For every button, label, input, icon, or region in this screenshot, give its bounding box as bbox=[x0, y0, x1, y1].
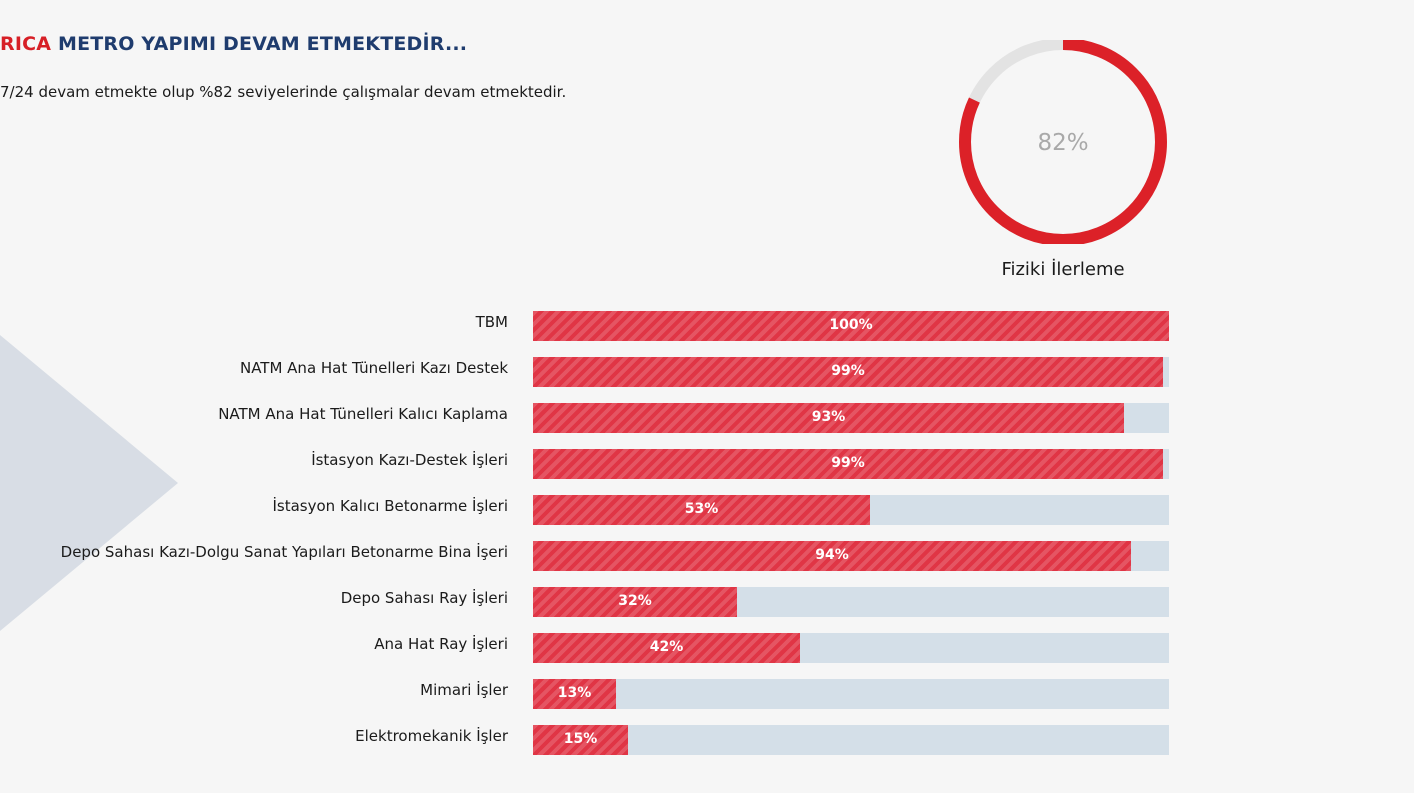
bar-value-label: 94% bbox=[815, 547, 849, 563]
bar-track: 42% bbox=[533, 633, 1169, 663]
progress-ring-value-label: 82% bbox=[1037, 130, 1088, 156]
bar-value-label: 100% bbox=[829, 317, 873, 333]
bar-value-label: 93% bbox=[811, 409, 846, 425]
bar-value-label: 42% bbox=[649, 639, 684, 655]
bar-fill bbox=[533, 587, 737, 617]
bar-value-label: 32% bbox=[618, 593, 652, 609]
bar-fill bbox=[533, 633, 800, 663]
bar-category-label: Ana Hat Ray İşleri bbox=[374, 635, 508, 653]
bar-row: Ana Hat Ray İşleri 42% bbox=[0, 633, 1414, 663]
bar-row: TBM 100% bbox=[0, 311, 1414, 341]
title-main: METRO YAPIMI DEVAM ETMEKTEDİR... bbox=[57, 33, 468, 55]
bar-category-label: İstasyon Kazı-Destek İşleri bbox=[311, 451, 508, 469]
bar-category-label: Elektromekanik İşler bbox=[355, 727, 508, 745]
bar-category-label: Depo Sahası Kazı-Dolgu Sanat Yapıları Be… bbox=[60, 543, 508, 561]
background-triangle-shape bbox=[0, 335, 178, 631]
bar-category-label: Mimari İşler bbox=[420, 681, 508, 699]
bar-track: 93% bbox=[533, 403, 1169, 433]
bar-fill bbox=[533, 449, 1163, 479]
bar-category-label: NATM Ana Hat Tünelleri Kazı Destek bbox=[239, 359, 508, 377]
bar-row: İstasyon Kazı-Destek İşleri 99% bbox=[0, 449, 1414, 479]
bar-fill bbox=[533, 403, 1124, 433]
bar-value-label: 99% bbox=[831, 363, 865, 379]
bar-value-label: 53% bbox=[684, 501, 719, 517]
bar-track: 94% bbox=[533, 541, 1169, 571]
bar-row: NATM Ana Hat Tünelleri Kalıcı Kaplama 93% bbox=[0, 403, 1414, 433]
bar-fill bbox=[533, 357, 1163, 387]
bar-row: Depo Sahası Kazı-Dolgu Sanat Yapıları Be… bbox=[0, 541, 1414, 571]
bar-category-label: TBM bbox=[475, 313, 508, 331]
bar-track: 99% bbox=[533, 449, 1169, 479]
bar-value-label: 99% bbox=[831, 455, 865, 471]
bar-track: 32% bbox=[533, 587, 1169, 617]
bar-value-label: 15% bbox=[563, 731, 598, 747]
bar-category-label: NATM Ana Hat Tünelleri Kalıcı Kaplama bbox=[218, 405, 508, 423]
page-subtitle: 7/24 devam etmekte olup %82 seviyelerind… bbox=[0, 83, 567, 101]
bar-fill bbox=[533, 495, 870, 525]
bar-row: Elektromekanik İşler 15% bbox=[0, 725, 1414, 755]
bar-row: Depo Sahası Ray İşleri 32% bbox=[0, 587, 1414, 617]
bar-row: Mimari İşler 13% bbox=[0, 679, 1414, 709]
bar-track: 100% bbox=[533, 311, 1169, 341]
bar-track: 53% bbox=[533, 495, 1169, 525]
progress-ring-fill bbox=[959, 40, 1167, 244]
bar-fill bbox=[533, 541, 1131, 571]
bar-row: İstasyon Kalıcı Betonarme İşleri 53% bbox=[0, 495, 1414, 525]
bar-category-label: İstasyon Kalıcı Betonarme İşleri bbox=[272, 497, 509, 515]
page-title: RICA METRO YAPIMI DEVAM ETMEKTEDİR... bbox=[0, 33, 467, 55]
progress-ring-caption: Fiziki İlerleme bbox=[1001, 259, 1125, 280]
bar-value-label: 13% bbox=[557, 685, 592, 701]
title-accent: RICA bbox=[0, 33, 52, 55]
bar-category-label: Depo Sahası Ray İşleri bbox=[340, 589, 508, 607]
bar-track: 15% bbox=[533, 725, 1169, 755]
progress-ring-chart: 82% bbox=[959, 40, 1167, 244]
bar-fill bbox=[533, 725, 628, 755]
bar-track: 99% bbox=[533, 357, 1169, 387]
bar-track: 13% bbox=[533, 679, 1169, 709]
bar-row: NATM Ana Hat Tünelleri Kazı Destek 99% bbox=[0, 357, 1414, 387]
bar-fill bbox=[533, 311, 1169, 341]
bar-fill bbox=[533, 679, 616, 709]
